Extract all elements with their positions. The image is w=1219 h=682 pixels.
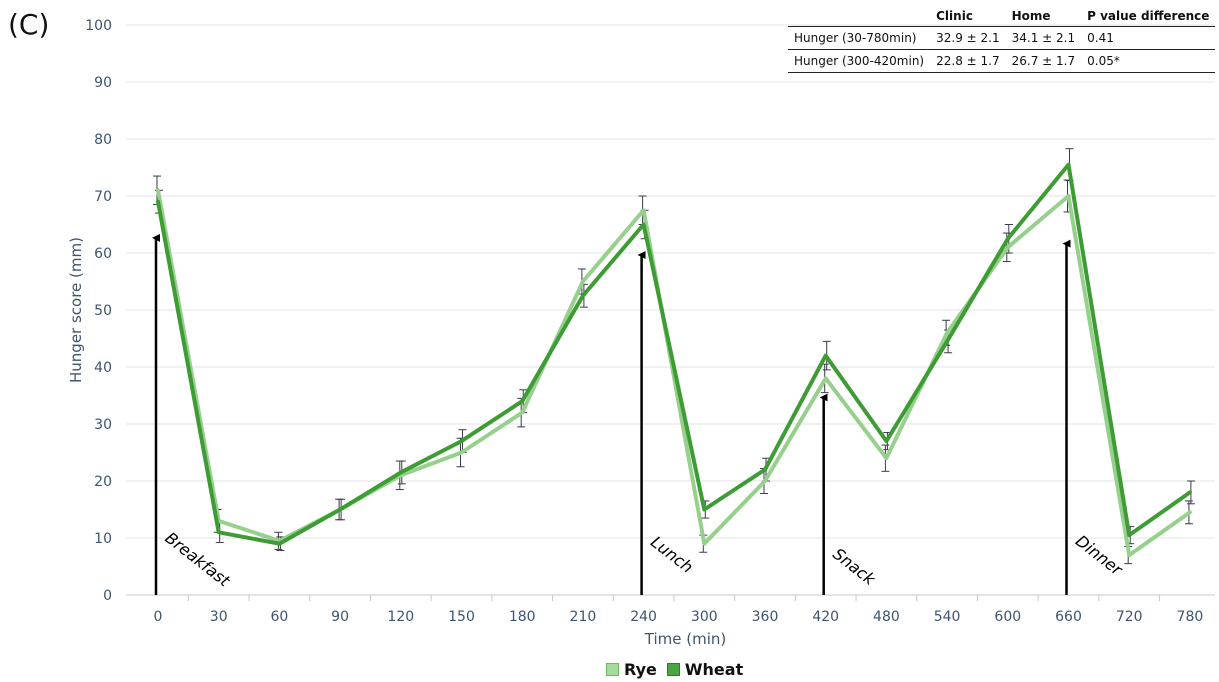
- stats-table-header-cell: Clinic: [930, 8, 1006, 27]
- y-tick-label: 50: [94, 303, 112, 319]
- x-tick-label: 180: [509, 609, 536, 625]
- y-tick-label: 0: [103, 588, 112, 604]
- x-tick-label: 720: [1116, 609, 1143, 625]
- stats-table-cell: 26.7 ± 1.7: [1005, 49, 1082, 73]
- y-tick-label: 100: [85, 18, 112, 34]
- legend-label-rye: Rye: [624, 660, 657, 679]
- x-tick-label: 210: [570, 609, 597, 625]
- stats-table-header-cell: Home: [1005, 8, 1082, 27]
- stats-table-cell: 34.1 ± 2.1: [1005, 26, 1082, 50]
- x-tick-label: 150: [448, 609, 475, 625]
- stats-table-cell: 0.05*: [1081, 49, 1216, 73]
- stats-table: Clinic Home P value difference Hunger (3…: [788, 8, 1216, 73]
- x-tick-label: 60: [270, 609, 288, 625]
- legend-swatch-rye: [606, 663, 619, 676]
- stats-table-header-cell: P value difference: [1081, 8, 1216, 27]
- x-tick-label: 540: [934, 609, 961, 625]
- y-axis-title: Hunger score (mm): [67, 237, 85, 383]
- stats-table-cell: 22.8 ± 1.7: [930, 49, 1006, 73]
- stats-table-cell: Hunger (30-780min): [788, 26, 931, 50]
- legend-swatch-wheat: [666, 663, 680, 676]
- x-tick-label: 780: [1177, 609, 1204, 625]
- x-tick-label: 300: [691, 609, 718, 625]
- x-tick-label: 420: [812, 609, 839, 625]
- y-tick-label: 70: [94, 189, 112, 205]
- y-tick-label: 20: [94, 474, 112, 490]
- x-tick-label: 240: [630, 609, 657, 625]
- y-tick-label: 30: [94, 417, 112, 433]
- x-tick-label: 360: [752, 609, 779, 625]
- legend-label-wheat: Wheat: [684, 660, 744, 679]
- meal-annotation: Lunch: [647, 532, 697, 577]
- y-tick-label: 90: [94, 75, 112, 91]
- stats-table-header-row: Clinic Home P value difference: [788, 8, 1216, 27]
- legend-item-rye: Rye: [606, 660, 657, 679]
- x-axis-title: Time (min): [644, 630, 726, 648]
- panel-label: (C): [8, 8, 50, 41]
- chart-legend: Rye Wheat: [606, 660, 753, 679]
- y-tick-label: 10: [94, 531, 112, 547]
- stats-table-row: Hunger (30-780min) 32.9 ± 2.1 34.1 ± 2.1…: [788, 26, 1216, 50]
- series-line-wheat: [156, 162, 1192, 546]
- x-tick-label: 0: [154, 609, 163, 625]
- x-tick-label: 600: [994, 609, 1021, 625]
- stats-table-header-cell: [788, 8, 931, 27]
- x-tick-label: 30: [210, 609, 228, 625]
- y-tick-label: 40: [94, 360, 112, 376]
- stats-table-cell: 0.41: [1081, 26, 1216, 50]
- stats-table-cell: Hunger (300-420min): [788, 49, 931, 73]
- legend-item-wheat: Wheat: [666, 660, 744, 679]
- x-tick-label: 120: [387, 609, 414, 625]
- meal-annotation: Snack: [829, 544, 879, 589]
- stats-table-row: Hunger (300-420min) 22.8 ± 1.7 26.7 ± 1.…: [788, 49, 1216, 73]
- stats-table-cell: 32.9 ± 2.1: [930, 26, 1006, 50]
- x-tick-label: 90: [331, 609, 349, 625]
- x-tick-label: 480: [873, 609, 900, 625]
- y-tick-label: 60: [94, 246, 112, 262]
- x-tick-label: 660: [1055, 609, 1082, 625]
- y-tick-label: 80: [94, 132, 112, 148]
